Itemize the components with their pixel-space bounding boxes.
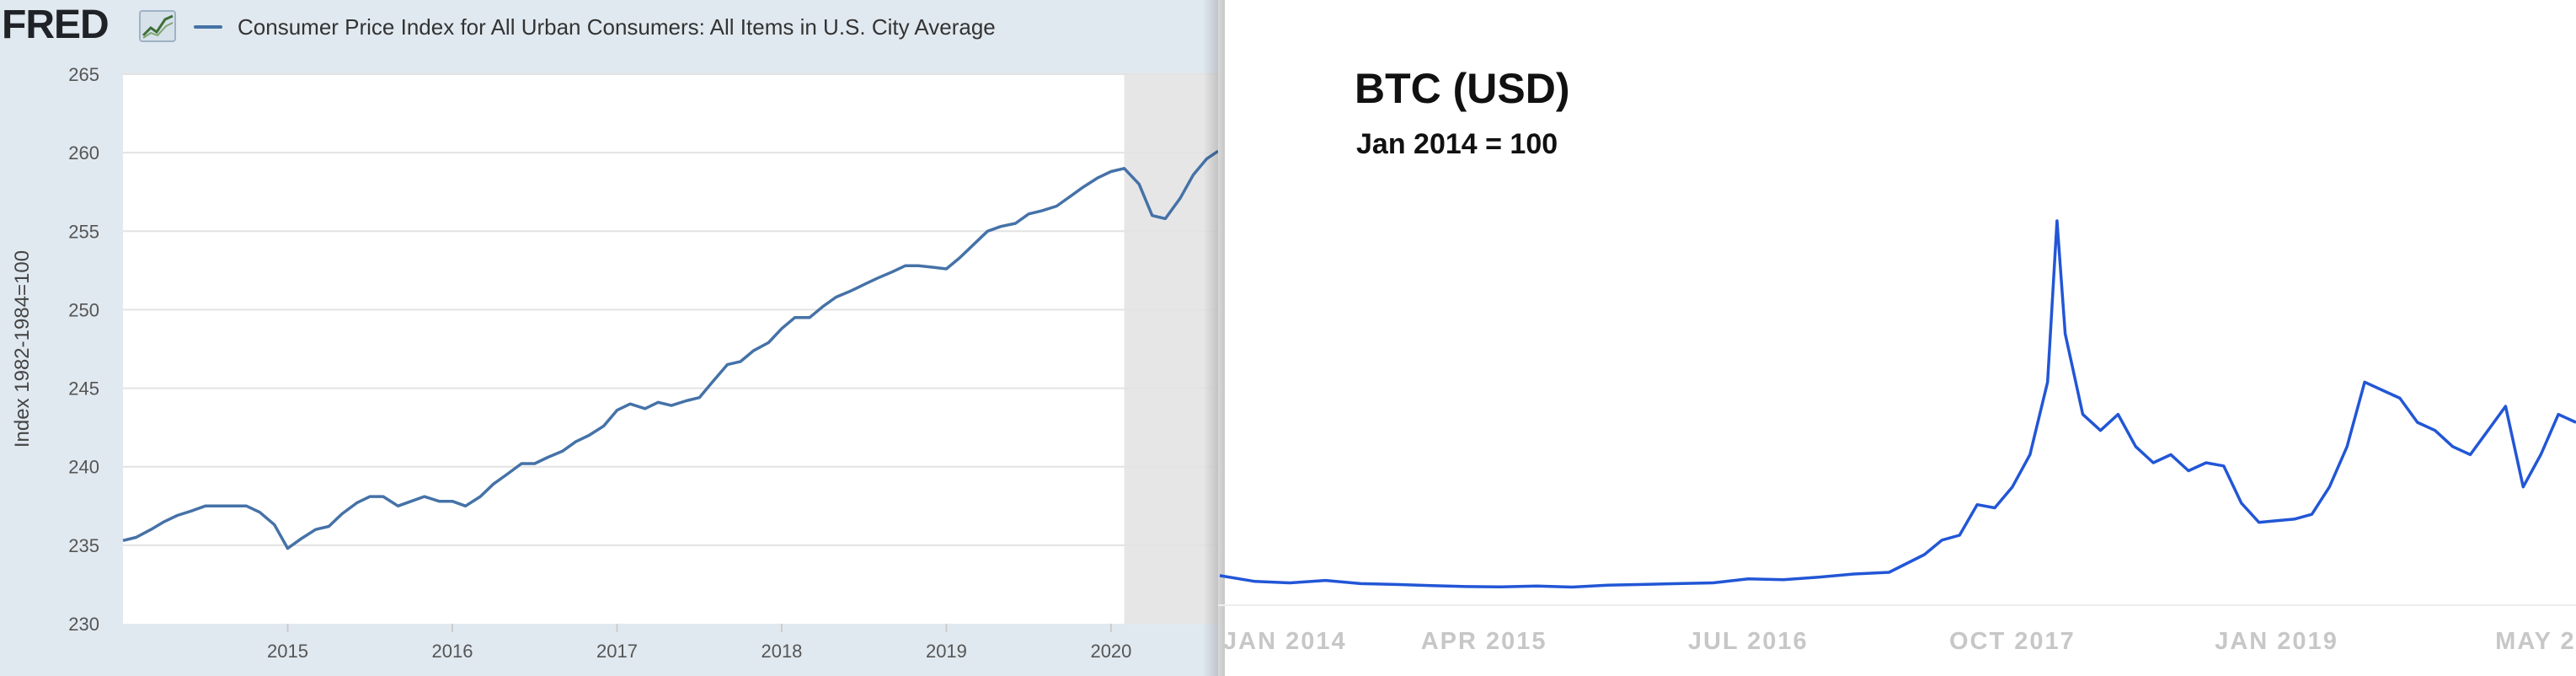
fred-logo[interactable]: FRED (2, 3, 110, 47)
legend-swatch (194, 25, 222, 29)
chart-subtitle: Jan 2014 = 100 (1356, 128, 1558, 160)
btc-chart[interactable]: JAN 2014 APR 2015 JUL 2016 OCT 2017 JAN 2019… (1218, 0, 2576, 676)
y-tick-label: 250 (68, 299, 99, 320)
cpi-series-line[interactable] (122, 149, 1218, 550)
x-tick-label: 2018 (761, 641, 802, 662)
x-tick-label: 2015 (267, 641, 308, 662)
btc-chart-panel (1218, 0, 2576, 676)
y-tick-label: 245 (68, 378, 99, 400)
x-tick-label: APR 2015 (1421, 628, 1547, 655)
chart-legend[interactable]: Consumer Price Index for All Urban Consu… (194, 12, 996, 42)
x-tick-label: JUL 2016 (1688, 628, 1809, 655)
line-chart-icon (139, 10, 176, 42)
panel-divider-shadow (1203, 0, 1225, 676)
y-tick-label: 265 (68, 64, 99, 85)
legend-label: Consumer Price Index for All Urban Consu… (238, 13, 996, 40)
plot-area (123, 74, 1218, 624)
y-tick-label: 240 (68, 457, 99, 478)
y-axis-label: Index 1982-1984=100 (11, 250, 34, 448)
x-tick-label: JAN 2014 (1223, 628, 1347, 655)
chart-title: BTC (USD) (1355, 65, 1570, 112)
x-tick-label: JAN 2019 (2215, 628, 2338, 655)
x-tick-label: 2020 (1090, 641, 1131, 662)
y-tick-label: 260 (68, 142, 99, 164)
btc-series-line[interactable] (1219, 219, 2576, 589)
y-tick-label: 255 (68, 221, 99, 242)
y-tick-label: 230 (68, 614, 99, 635)
cpi-chart[interactable]: 230 235 240 245 250 255 260 265 2015 2016 2017 201… (0, 0, 1218, 676)
x-tick-label: 2017 (596, 641, 638, 662)
x-tick-label: MAY 2020 (2495, 628, 2576, 655)
x-tick-label: OCT 2017 (1949, 628, 2076, 655)
x-tick-label: 2019 (926, 641, 967, 662)
y-tick-label: 235 (68, 535, 99, 556)
x-tick-label: 2016 (432, 641, 473, 662)
